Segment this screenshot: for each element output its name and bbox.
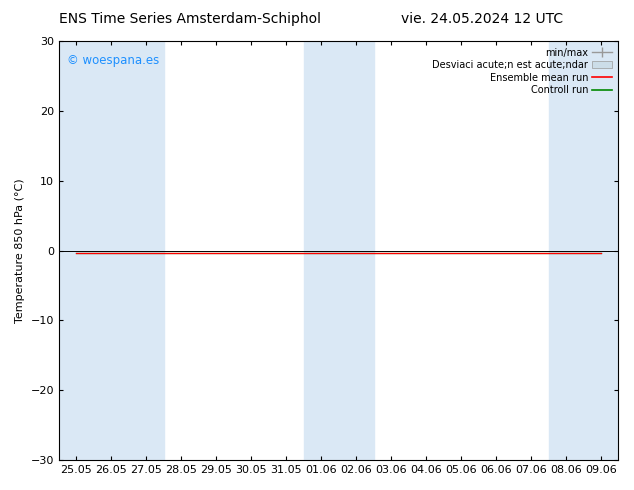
Bar (59, 41, 94, 460)
Bar (129, 41, 164, 460)
Bar (304, 41, 339, 460)
Text: ENS Time Series Amsterdam-Schiphol: ENS Time Series Amsterdam-Schiphol (59, 12, 321, 26)
Bar (339, 41, 373, 460)
Bar (583, 41, 619, 460)
Legend: min/max, Desviaci acute;n est acute;ndar, Ensemble mean run, Controll run: min/max, Desviaci acute;n est acute;ndar… (430, 46, 614, 97)
Text: vie. 24.05.2024 12 UTC: vie. 24.05.2024 12 UTC (401, 12, 563, 26)
Bar (548, 41, 583, 460)
Text: © woespana.es: © woespana.es (67, 53, 160, 67)
Bar (94, 41, 129, 460)
Y-axis label: Temperature 850 hPa (°C): Temperature 850 hPa (°C) (15, 178, 25, 323)
